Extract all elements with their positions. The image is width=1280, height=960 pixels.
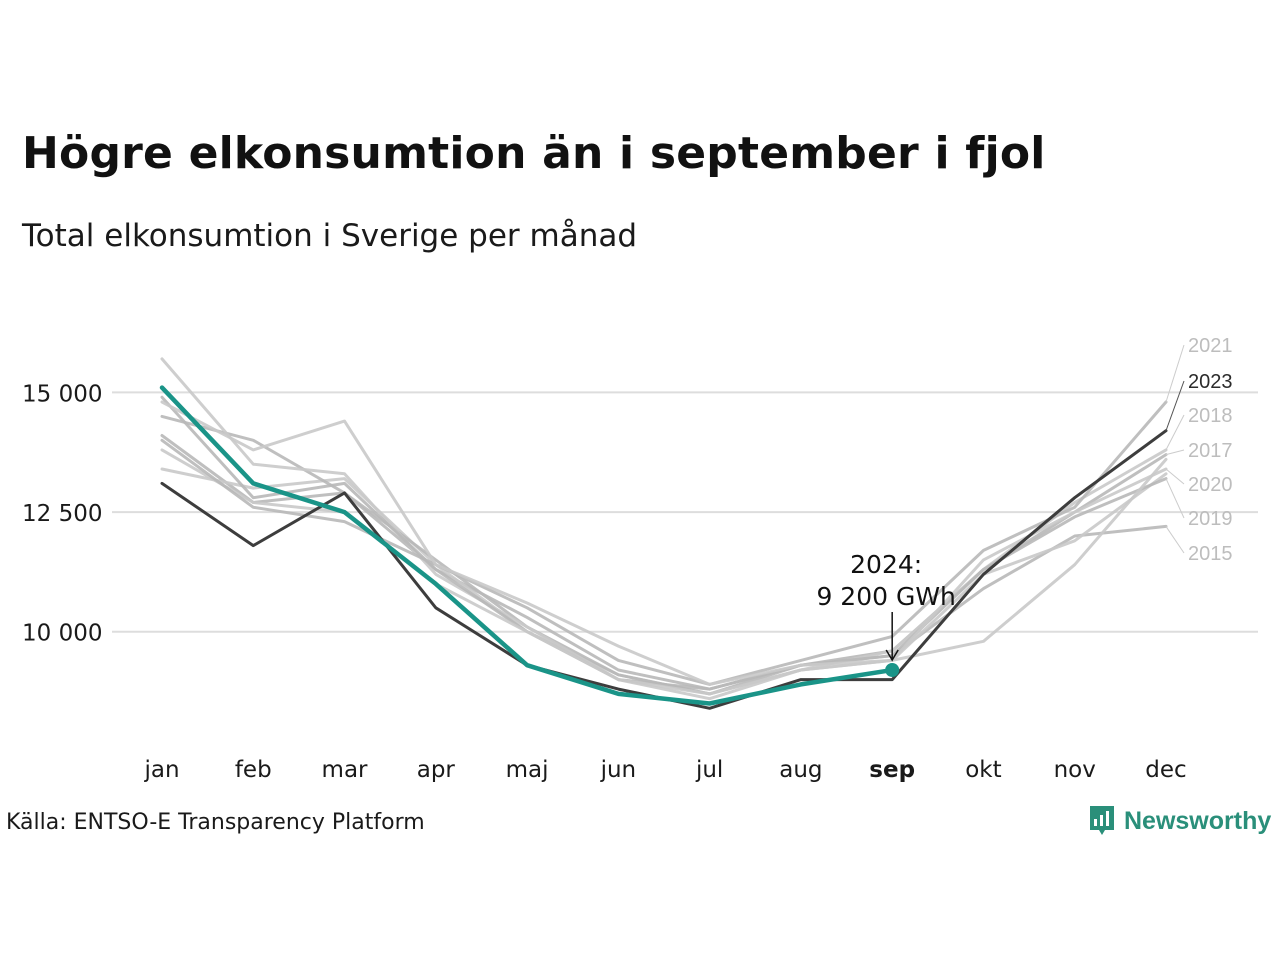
x-tick-label: jan xyxy=(143,757,179,783)
x-tick-label: jul xyxy=(695,757,723,783)
series-line-2021 xyxy=(160,400,1168,686)
x-tick-label: sep xyxy=(869,757,915,783)
source-note: Källa: ENTSO-E Transparency Platform xyxy=(6,810,425,835)
newsworthy-logo-icon xyxy=(1090,806,1114,835)
annotation-label-year: 2024: xyxy=(850,550,922,579)
series-line-2024 xyxy=(159,385,895,706)
end-label-2023: 2023 xyxy=(1188,371,1233,393)
series-line-2017 xyxy=(160,414,1168,696)
end-label-leader xyxy=(1165,468,1185,485)
series-line-2018 xyxy=(160,357,1168,701)
x-tick-label: okt xyxy=(965,757,1001,783)
end-label-leader xyxy=(1165,344,1185,403)
series-line-2022 xyxy=(160,400,1168,686)
annotation-label-value: 9 200 GWh xyxy=(816,582,955,611)
x-tick-label: apr xyxy=(417,757,456,783)
chart-title: Högre elkonsumtion än i september i fjol xyxy=(22,128,1046,179)
annotation-arrowhead xyxy=(885,649,899,662)
end-label-leader xyxy=(1165,526,1185,554)
series-line-2015 xyxy=(160,434,1168,691)
x-tick-label: nov xyxy=(1054,757,1096,783)
chart-subtitle: Total elkonsumtion i Sverige per månad xyxy=(22,218,638,254)
x-tick-label: maj xyxy=(506,757,549,783)
end-label-2019: 2019 xyxy=(1188,508,1233,530)
series-line-2020 xyxy=(160,448,1168,696)
end-label-leader xyxy=(1165,380,1185,431)
x-tick-label: dec xyxy=(1145,757,1186,783)
brand-name: Newsworthy xyxy=(1124,806,1272,835)
end-label-leader xyxy=(1165,414,1185,451)
x-tick-label: aug xyxy=(779,757,822,783)
end-label-2021: 2021 xyxy=(1188,335,1233,357)
brand-logo[interactable]: Newsworthy xyxy=(1088,804,1271,838)
end-label-2018: 2018 xyxy=(1188,405,1233,427)
y-tick-label: 10 000 xyxy=(22,621,102,647)
y-tick-label: 15 000 xyxy=(22,381,102,407)
end-label-leader xyxy=(1165,478,1185,519)
y-tick-label: 12 500 xyxy=(22,501,102,527)
x-tick-label: feb xyxy=(235,757,272,783)
x-tick-label: mar xyxy=(322,757,368,783)
x-tick-label: jun xyxy=(600,757,637,783)
end-label-leader xyxy=(1165,449,1185,456)
end-label-2020: 2020 xyxy=(1188,474,1233,496)
end-label-2017: 2017 xyxy=(1188,440,1233,462)
series-point-2024 xyxy=(885,663,900,677)
end-label-2015: 2015 xyxy=(1188,543,1233,565)
